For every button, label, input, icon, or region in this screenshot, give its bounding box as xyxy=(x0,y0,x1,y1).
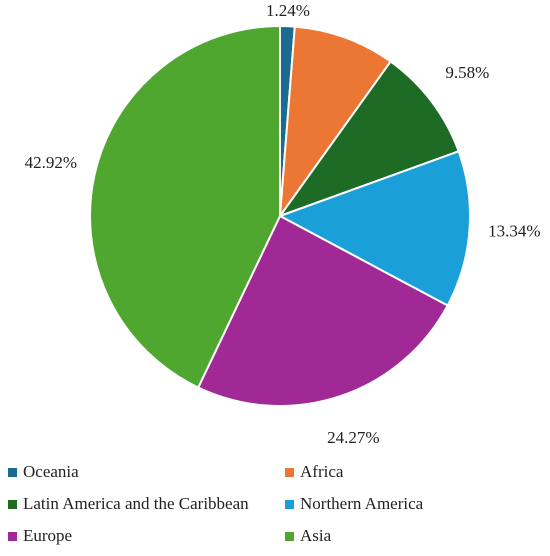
slice-label-northern-america: 13.34% xyxy=(488,222,540,241)
legend-swatch xyxy=(8,531,17,541)
legend-label: Europe xyxy=(23,526,73,545)
pie-slice-europe xyxy=(196,214,449,407)
legend-swatch xyxy=(8,499,17,509)
legend-label: Africa xyxy=(300,462,344,481)
legend-item-latin-america-and-the-caribbean: Latin America and the Caribbean xyxy=(8,494,249,514)
legend-item-europe: Europe xyxy=(8,526,72,546)
legend-label: Latin America and the Caribbean xyxy=(23,494,249,513)
legend-swatch xyxy=(285,499,294,509)
legend-swatch xyxy=(8,467,17,477)
pie-chart-svg: 1.24% 8.65% 9.58% 13.34% 24.27% 42.92% xyxy=(25,0,541,447)
legend-swatch xyxy=(285,467,294,477)
legend-swatch xyxy=(285,531,294,541)
legend-label: Asia xyxy=(300,526,332,545)
slice-label-asia: 42.92% xyxy=(25,153,77,172)
legend-item-asia: Asia xyxy=(285,526,331,546)
pie-slice-asia xyxy=(89,24,281,389)
slice-label-latin-america-and-the-caribbean: 9.58% xyxy=(445,63,489,82)
chart-legend: Oceania Africa Latin America and the Carib… xyxy=(0,462,550,556)
pie-slice-africa xyxy=(278,25,393,220)
legend-item-africa: Africa xyxy=(285,462,343,482)
legend-label: Oceania xyxy=(23,462,79,481)
pie-slice-northern-america xyxy=(277,150,471,307)
slice-label-africa: 8.65% xyxy=(339,0,383,3)
legend-item-oceania: Oceania xyxy=(8,462,79,482)
legend-label: Northern America xyxy=(300,494,424,513)
slice-label-europe: 24.27% xyxy=(327,428,379,447)
slice-label-oceania: 1.24% xyxy=(266,1,310,20)
pie-slice-latin-america-and-the-caribbean xyxy=(277,60,460,219)
legend-item-northern-america: Northern America xyxy=(285,494,423,514)
